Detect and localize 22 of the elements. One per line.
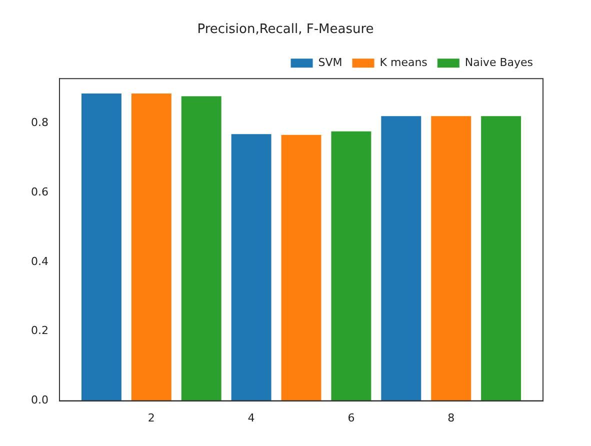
y-tick-label: 0.6 <box>30 185 48 198</box>
bar <box>131 94 172 401</box>
legend-label: K means <box>380 56 428 69</box>
legend-label: SVM <box>318 56 342 69</box>
bar <box>281 134 322 401</box>
x-tick-label: 2 <box>148 411 155 424</box>
y-tick-label: 0.2 <box>30 324 48 338</box>
chart-title: Precision,Recall, F-Measure <box>197 22 374 38</box>
bar <box>481 116 522 401</box>
y-tick-label: 0.8 <box>30 116 48 129</box>
bar <box>81 94 122 401</box>
legend-label: Naive Bayes <box>464 56 534 69</box>
bar <box>431 116 472 401</box>
bar <box>331 131 372 401</box>
x-tick-label: 8 <box>448 411 455 424</box>
bar <box>231 134 272 401</box>
bar <box>181 96 222 401</box>
y-tick-label: 0.4 <box>30 254 48 268</box>
y-tick-label: 0.0 <box>30 394 48 407</box>
x-tick-label: 6 <box>348 411 355 424</box>
bar <box>381 116 422 401</box>
x-tick-label: 4 <box>248 411 255 424</box>
